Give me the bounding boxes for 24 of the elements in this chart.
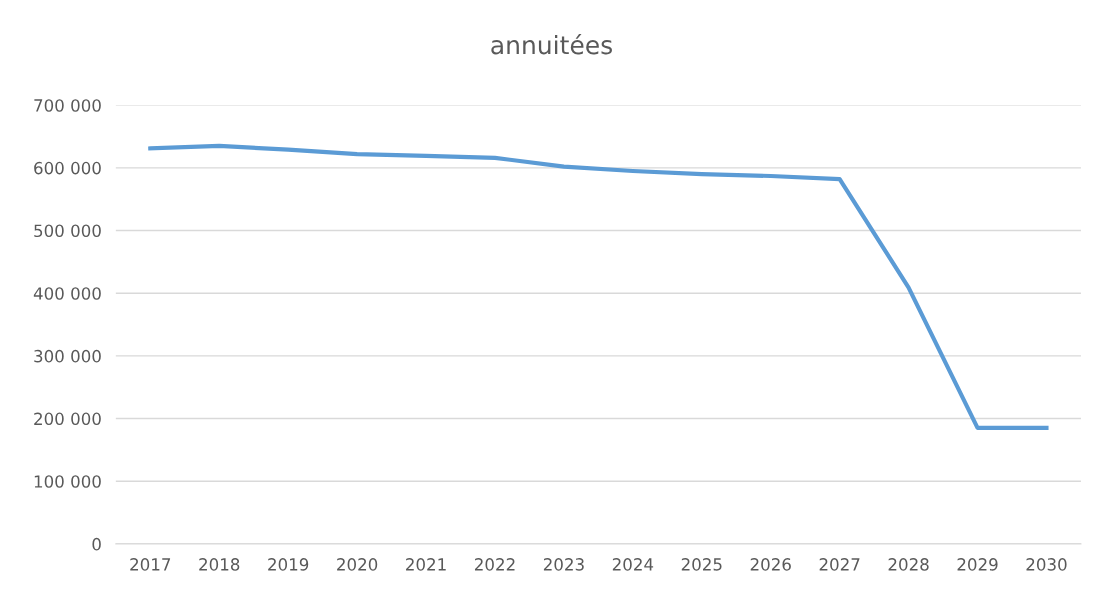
x-tick-label: 2020	[337, 558, 378, 571]
y-tick-label: 700 000	[34, 99, 101, 112]
y-tick-label: 100 000	[34, 475, 101, 488]
y-tick-label: 400 000	[33, 287, 101, 300]
x-tick-label: 2026	[750, 558, 791, 571]
x-tick-label: 2019	[268, 558, 309, 571]
y-tick-label: 0	[92, 537, 101, 551]
x-tick-label: 2022	[474, 558, 515, 571]
x-tick-label: 2021	[406, 558, 446, 571]
y-tick-label: 500 000	[34, 224, 101, 238]
x-tick-label: 2018	[199, 558, 240, 571]
x-tick-label: 2017	[130, 558, 171, 571]
x-tick-label: 2029	[957, 558, 998, 571]
line-series	[148, 143, 1049, 431]
y-tick-label: 200 000	[34, 412, 101, 426]
x-tick-label: 2030	[1026, 558, 1067, 571]
y-tick-label: 300 000	[34, 349, 101, 363]
x-tick-label: 2024	[612, 558, 654, 571]
x-tick-label: 2028	[888, 558, 929, 571]
x-tick-label: 2027	[819, 558, 860, 571]
chart-title: annuitées	[491, 34, 612, 55]
y-tick-label: 600 000	[34, 161, 101, 175]
x-tick-label: 2023	[543, 558, 584, 571]
x-tick-label: 2025	[681, 558, 722, 571]
